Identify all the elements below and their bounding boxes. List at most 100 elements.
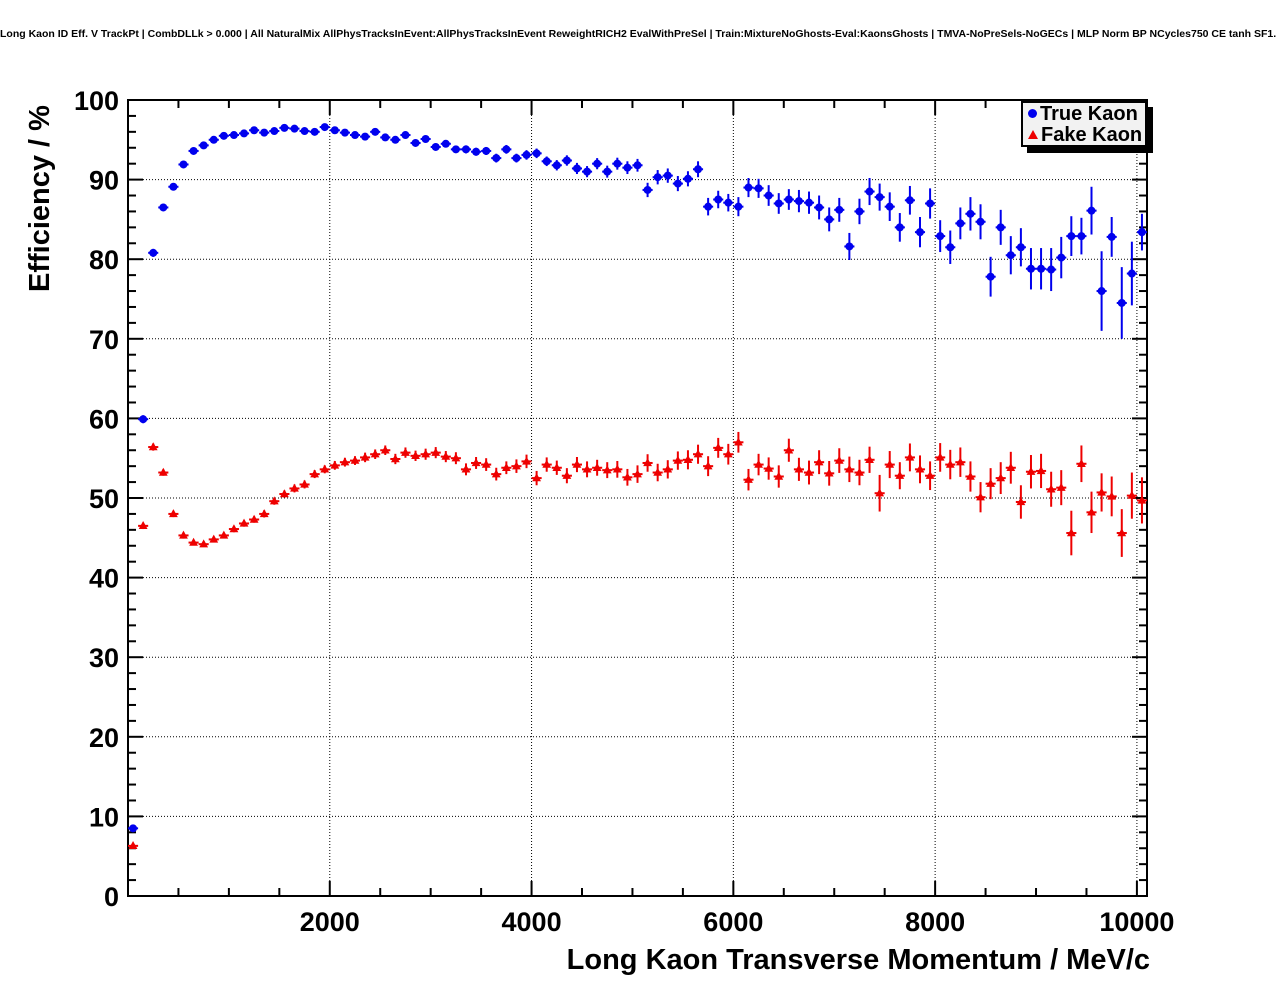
data-point-marker [1127, 269, 1136, 278]
data-point-marker [612, 464, 622, 473]
data-point-marker [915, 228, 924, 237]
data-point-marker [300, 479, 309, 488]
data-point-marker [764, 463, 774, 472]
data-point-marker [390, 454, 400, 463]
data-point-marker [955, 457, 965, 466]
data-point-marker [905, 452, 915, 461]
data-point-marker [351, 131, 360, 140]
data-point-marker [895, 223, 904, 232]
data-point-marker [926, 199, 935, 208]
data-point-marker [421, 449, 431, 458]
data-point-marker [936, 232, 945, 241]
plot-title: Long Kaon ID Eff. V TrackPt | CombDLLk >… [0, 28, 1276, 40]
data-point-marker [744, 183, 753, 192]
data-point-marker [401, 131, 410, 140]
data-point-marker [320, 464, 330, 473]
data-point-marker [481, 459, 491, 468]
data-point-marker [209, 534, 219, 543]
data-point-marker [280, 123, 289, 132]
axis-ticks [128, 99, 1147, 897]
data-point-marker [794, 464, 804, 473]
data-point-marker [663, 464, 673, 473]
data-point-marker [784, 195, 793, 204]
data-point-marker [350, 455, 360, 464]
data-point-marker [572, 459, 582, 468]
data-point-marker [824, 468, 834, 477]
x-axis-tick-label: 2000 [300, 907, 360, 937]
y-axis-tick-label: 20 [89, 723, 119, 753]
data-point-marker [683, 174, 692, 183]
data-point-marker [502, 145, 511, 154]
data-point-marker [219, 131, 228, 140]
data-point-marker [1107, 232, 1116, 241]
data-point-marker [835, 205, 844, 214]
legend-label-fake-kaon: Fake Kaon [1041, 123, 1143, 146]
data-point-marker [189, 146, 198, 155]
data-point-marker [996, 473, 1006, 482]
data-point-marker [290, 483, 299, 492]
data-point-marker [189, 537, 198, 546]
data-point-marker [1006, 251, 1015, 260]
data-point-marker [461, 145, 470, 154]
data-point-marker [522, 456, 531, 465]
data-point-marker [865, 187, 874, 196]
data-point-marker [724, 198, 733, 207]
x-axis-tick-label: 6000 [703, 907, 763, 937]
data-point-marker [633, 161, 642, 170]
data-point-marker [815, 203, 824, 212]
data-point-marker [764, 191, 773, 200]
data-point-marker [340, 457, 350, 466]
data-point-marker [300, 127, 309, 136]
x-axis-tick-label: 10000 [1099, 907, 1174, 937]
data-point-marker [381, 133, 390, 142]
data-point-marker [663, 171, 672, 180]
data-point-marker [1016, 243, 1025, 252]
data-point-marker [976, 217, 985, 226]
data-point-marker [1097, 287, 1106, 296]
data-point-marker [310, 127, 319, 136]
data-point-marker [592, 462, 602, 471]
data-point-marker [865, 454, 874, 463]
data-point-marker [1016, 497, 1026, 506]
data-point-marker [602, 465, 612, 474]
data-point-marker [804, 467, 814, 476]
x-axis-title: Long Kaon Transverse Momentum / MeV/c [566, 944, 1150, 976]
data-point-marker [834, 455, 844, 464]
data-point-marker [269, 496, 279, 505]
y-axis-tick-label: 70 [89, 325, 119, 355]
y-axis-tick-label: 90 [89, 166, 119, 196]
data-point-marker [512, 461, 521, 470]
data-point-marker [290, 124, 299, 133]
data-point-marker [148, 442, 158, 451]
data-point-marker [1097, 487, 1106, 496]
data-point-marker [229, 524, 239, 533]
data-point-marker [673, 179, 682, 188]
data-point-marker [330, 460, 340, 469]
data-point-marker [814, 457, 824, 466]
data-point-marker [1087, 507, 1096, 516]
data-point-marker [794, 197, 803, 206]
data-point-marker [643, 458, 652, 467]
y-axis-tick-label: 50 [89, 484, 119, 514]
data-point-marker [1026, 264, 1035, 273]
data-point-marker [169, 509, 178, 518]
data-point-marker [693, 449, 703, 458]
data-point-marker [512, 154, 521, 163]
series-fake-kaon [128, 431, 1147, 850]
data-point-marker [714, 195, 723, 204]
x-axis-tick-label: 8000 [905, 907, 965, 937]
data-point-marker [966, 209, 975, 218]
data-point-marker [542, 459, 552, 468]
data-point-marker [643, 185, 652, 194]
data-point-marker [986, 272, 995, 281]
data-point-marker [330, 126, 339, 135]
data-point-marker [431, 447, 441, 456]
legend-label-true-kaon: True Kaon [1040, 102, 1138, 125]
y-axis-tick-label: 40 [89, 564, 119, 594]
legend: True Kaon Fake Kaon [1021, 101, 1147, 147]
data-point-marker [552, 161, 561, 170]
grid-lines [128, 100, 1147, 896]
data-point-marker [310, 469, 320, 478]
data-point-marker [320, 123, 329, 132]
